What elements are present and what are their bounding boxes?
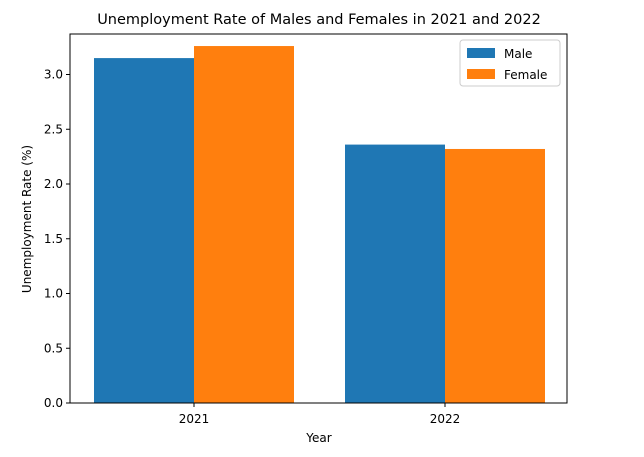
x-ticks: 2021 2022 xyxy=(179,403,461,426)
chart-title: Unemployment Rate of Males and Females i… xyxy=(97,12,541,28)
y-tick-label: 3.0 xyxy=(44,68,63,82)
bar-female-2022 xyxy=(445,148,545,403)
legend-label-female: Female xyxy=(504,68,547,82)
bars-layer xyxy=(94,46,545,404)
y-tick-label: 2.5 xyxy=(44,122,63,136)
legend: Male Female xyxy=(459,39,561,87)
x-tick-label: 2022 xyxy=(430,412,461,426)
legend-swatch-female xyxy=(467,69,495,79)
x-axis-label: Year xyxy=(305,431,331,445)
bar-male-2021 xyxy=(94,58,194,403)
y-tick-label: 1.5 xyxy=(44,232,63,246)
bar-female-2021 xyxy=(194,46,294,404)
y-tick-label: 2.0 xyxy=(44,177,63,191)
y-axis-label: Unemployment Rate (%) xyxy=(20,145,34,293)
y-tick-label: 0.0 xyxy=(44,396,63,410)
bar-male-2022 xyxy=(345,144,445,403)
x-tick-label: 2021 xyxy=(179,412,210,426)
y-ticks: 0.0 0.5 1.0 1.5 2.0 2.5 3.0 xyxy=(44,68,70,410)
plot-frame xyxy=(69,33,568,404)
y-tick-label: 1.0 xyxy=(44,287,63,301)
legend-swatch-male xyxy=(467,48,495,58)
legend-label-male: Male xyxy=(504,47,532,61)
y-tick-label: 0.5 xyxy=(44,341,63,355)
